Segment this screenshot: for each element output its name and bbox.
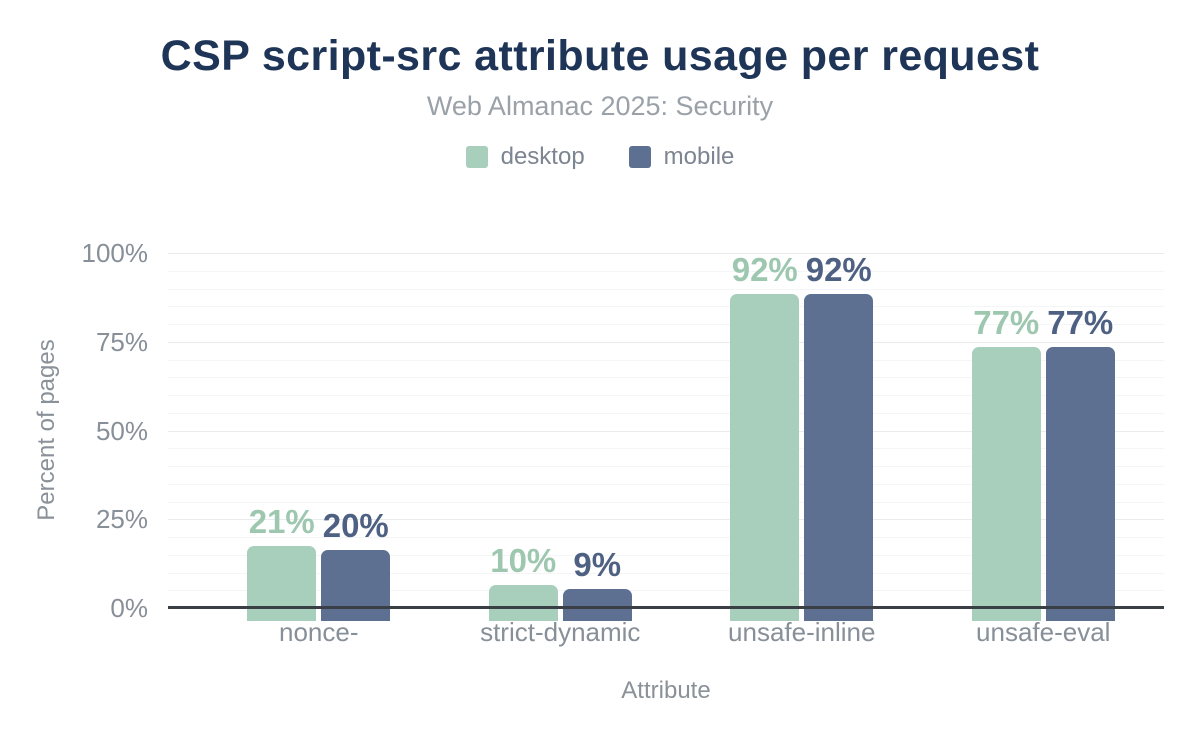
- bar-value-label: 21%: [248, 503, 315, 541]
- x-axis-labels: nonce-strict-dynamic unsafe-inline unsafe-…: [168, 617, 1164, 648]
- x-category-label: strict-dynamic: [480, 617, 641, 647]
- desktop-bar-unsafe-eval[interactable]: [971, 347, 1041, 621]
- bar-unit-mobile: 20%: [321, 506, 391, 621]
- bar-value-label: 20%: [322, 506, 389, 544]
- y-tick-label: 100%: [81, 238, 149, 268]
- bar-unit-desktop: 92%: [730, 251, 800, 621]
- legend: desktop mobile: [0, 143, 1200, 171]
- bar-unit-mobile: 92%: [804, 251, 874, 621]
- legend-label: mobile: [663, 143, 735, 170]
- major-gridline: [168, 253, 1164, 254]
- chart-subtitle: Web Almanac 2025: Security: [426, 91, 774, 121]
- x-axis-title: Attribute: [621, 677, 711, 704]
- y-tick-label: 50%: [95, 415, 148, 446]
- chart-title: CSP script-src attribute usage per reque…: [160, 32, 1040, 80]
- minor-gridline: [168, 395, 1164, 396]
- bar-unit-mobile: 9%: [562, 545, 632, 621]
- bar-unit-desktop: 21%: [247, 503, 317, 621]
- bar-group-nonce-: 21% 20%: [198, 505, 440, 621]
- bar-value-label: 9%: [573, 545, 622, 583]
- bar-series: 21% 20% 10% 9% 92% 92% 77% 77%: [168, 253, 1164, 621]
- bar-group-unsafe-inline: 92% 92%: [681, 253, 923, 621]
- minor-gridline: [168, 306, 1164, 308]
- legend-swatch-desktop: [465, 146, 488, 168]
- minor-gridline: [168, 324, 1164, 325]
- desktop-bar-strict-dynamic[interactable]: [488, 585, 558, 621]
- bar-unit-desktop: 10%: [488, 542, 558, 621]
- bar-value-label: 77%: [1047, 304, 1114, 342]
- mobile-bar-unsafe-inline[interactable]: [804, 294, 874, 621]
- minor-gridline: [168, 483, 1164, 485]
- x-category-label: nonce-: [279, 617, 359, 647]
- minor-gridline: [168, 554, 1164, 556]
- major-gridline: [168, 519, 1164, 521]
- minor-gridline: [168, 466, 1164, 467]
- bar-value-label: 10%: [490, 542, 557, 580]
- major-gridline: [168, 430, 1164, 432]
- minor-gridline: [168, 572, 1164, 574]
- desktop-bar-unsafe-inline[interactable]: [730, 294, 800, 621]
- legend-item-mobile[interactable]: mobile: [628, 143, 735, 171]
- mobile-bar-nonce-[interactable]: [321, 549, 391, 621]
- minor-gridline: [168, 590, 1164, 592]
- desktop-bar-nonce-[interactable]: [247, 546, 317, 621]
- legend-swatch-mobile: [628, 146, 651, 168]
- minor-gridline: [168, 501, 1164, 503]
- minor-gridline: [168, 377, 1164, 379]
- bar-value-label: 92%: [805, 251, 872, 288]
- legend-label: desktop: [500, 143, 585, 170]
- y-tick-label: 0%: [110, 593, 148, 623]
- minor-gridline: [168, 537, 1164, 538]
- legend-item-desktop[interactable]: desktop: [465, 143, 585, 171]
- minor-gridline: [168, 270, 1164, 272]
- bar-value-label: 77%: [973, 304, 1040, 342]
- minor-gridline: [168, 448, 1164, 450]
- x-category-label: unsafe-eval: [976, 617, 1111, 647]
- minor-gridline: [168, 359, 1164, 361]
- mobile-bar-unsafe-eval[interactable]: [1045, 347, 1115, 621]
- bar-unit-desktop: 77%: [971, 304, 1041, 621]
- minor-gridline: [168, 412, 1164, 414]
- bar-group-strict-dynamic: 10% 9%: [440, 544, 682, 621]
- bar-value-label: 92%: [731, 251, 798, 288]
- mobile-bar-strict-dynamic[interactable]: [562, 588, 632, 621]
- y-tick-label: 75%: [95, 326, 148, 357]
- x-axis-line: [168, 606, 1164, 609]
- y-tick-label: 25%: [95, 504, 148, 535]
- plot-area: 21% 20% 10% 9% 92% 92% 77% 77%: [168, 253, 1164, 621]
- bar-group-unsafe-eval: 77% 77%: [923, 304, 1165, 621]
- bar-unit-mobile: 77%: [1045, 304, 1115, 621]
- major-gridline: [168, 341, 1164, 343]
- x-category-label: unsafe-inline: [728, 617, 876, 647]
- minor-gridline: [168, 288, 1164, 290]
